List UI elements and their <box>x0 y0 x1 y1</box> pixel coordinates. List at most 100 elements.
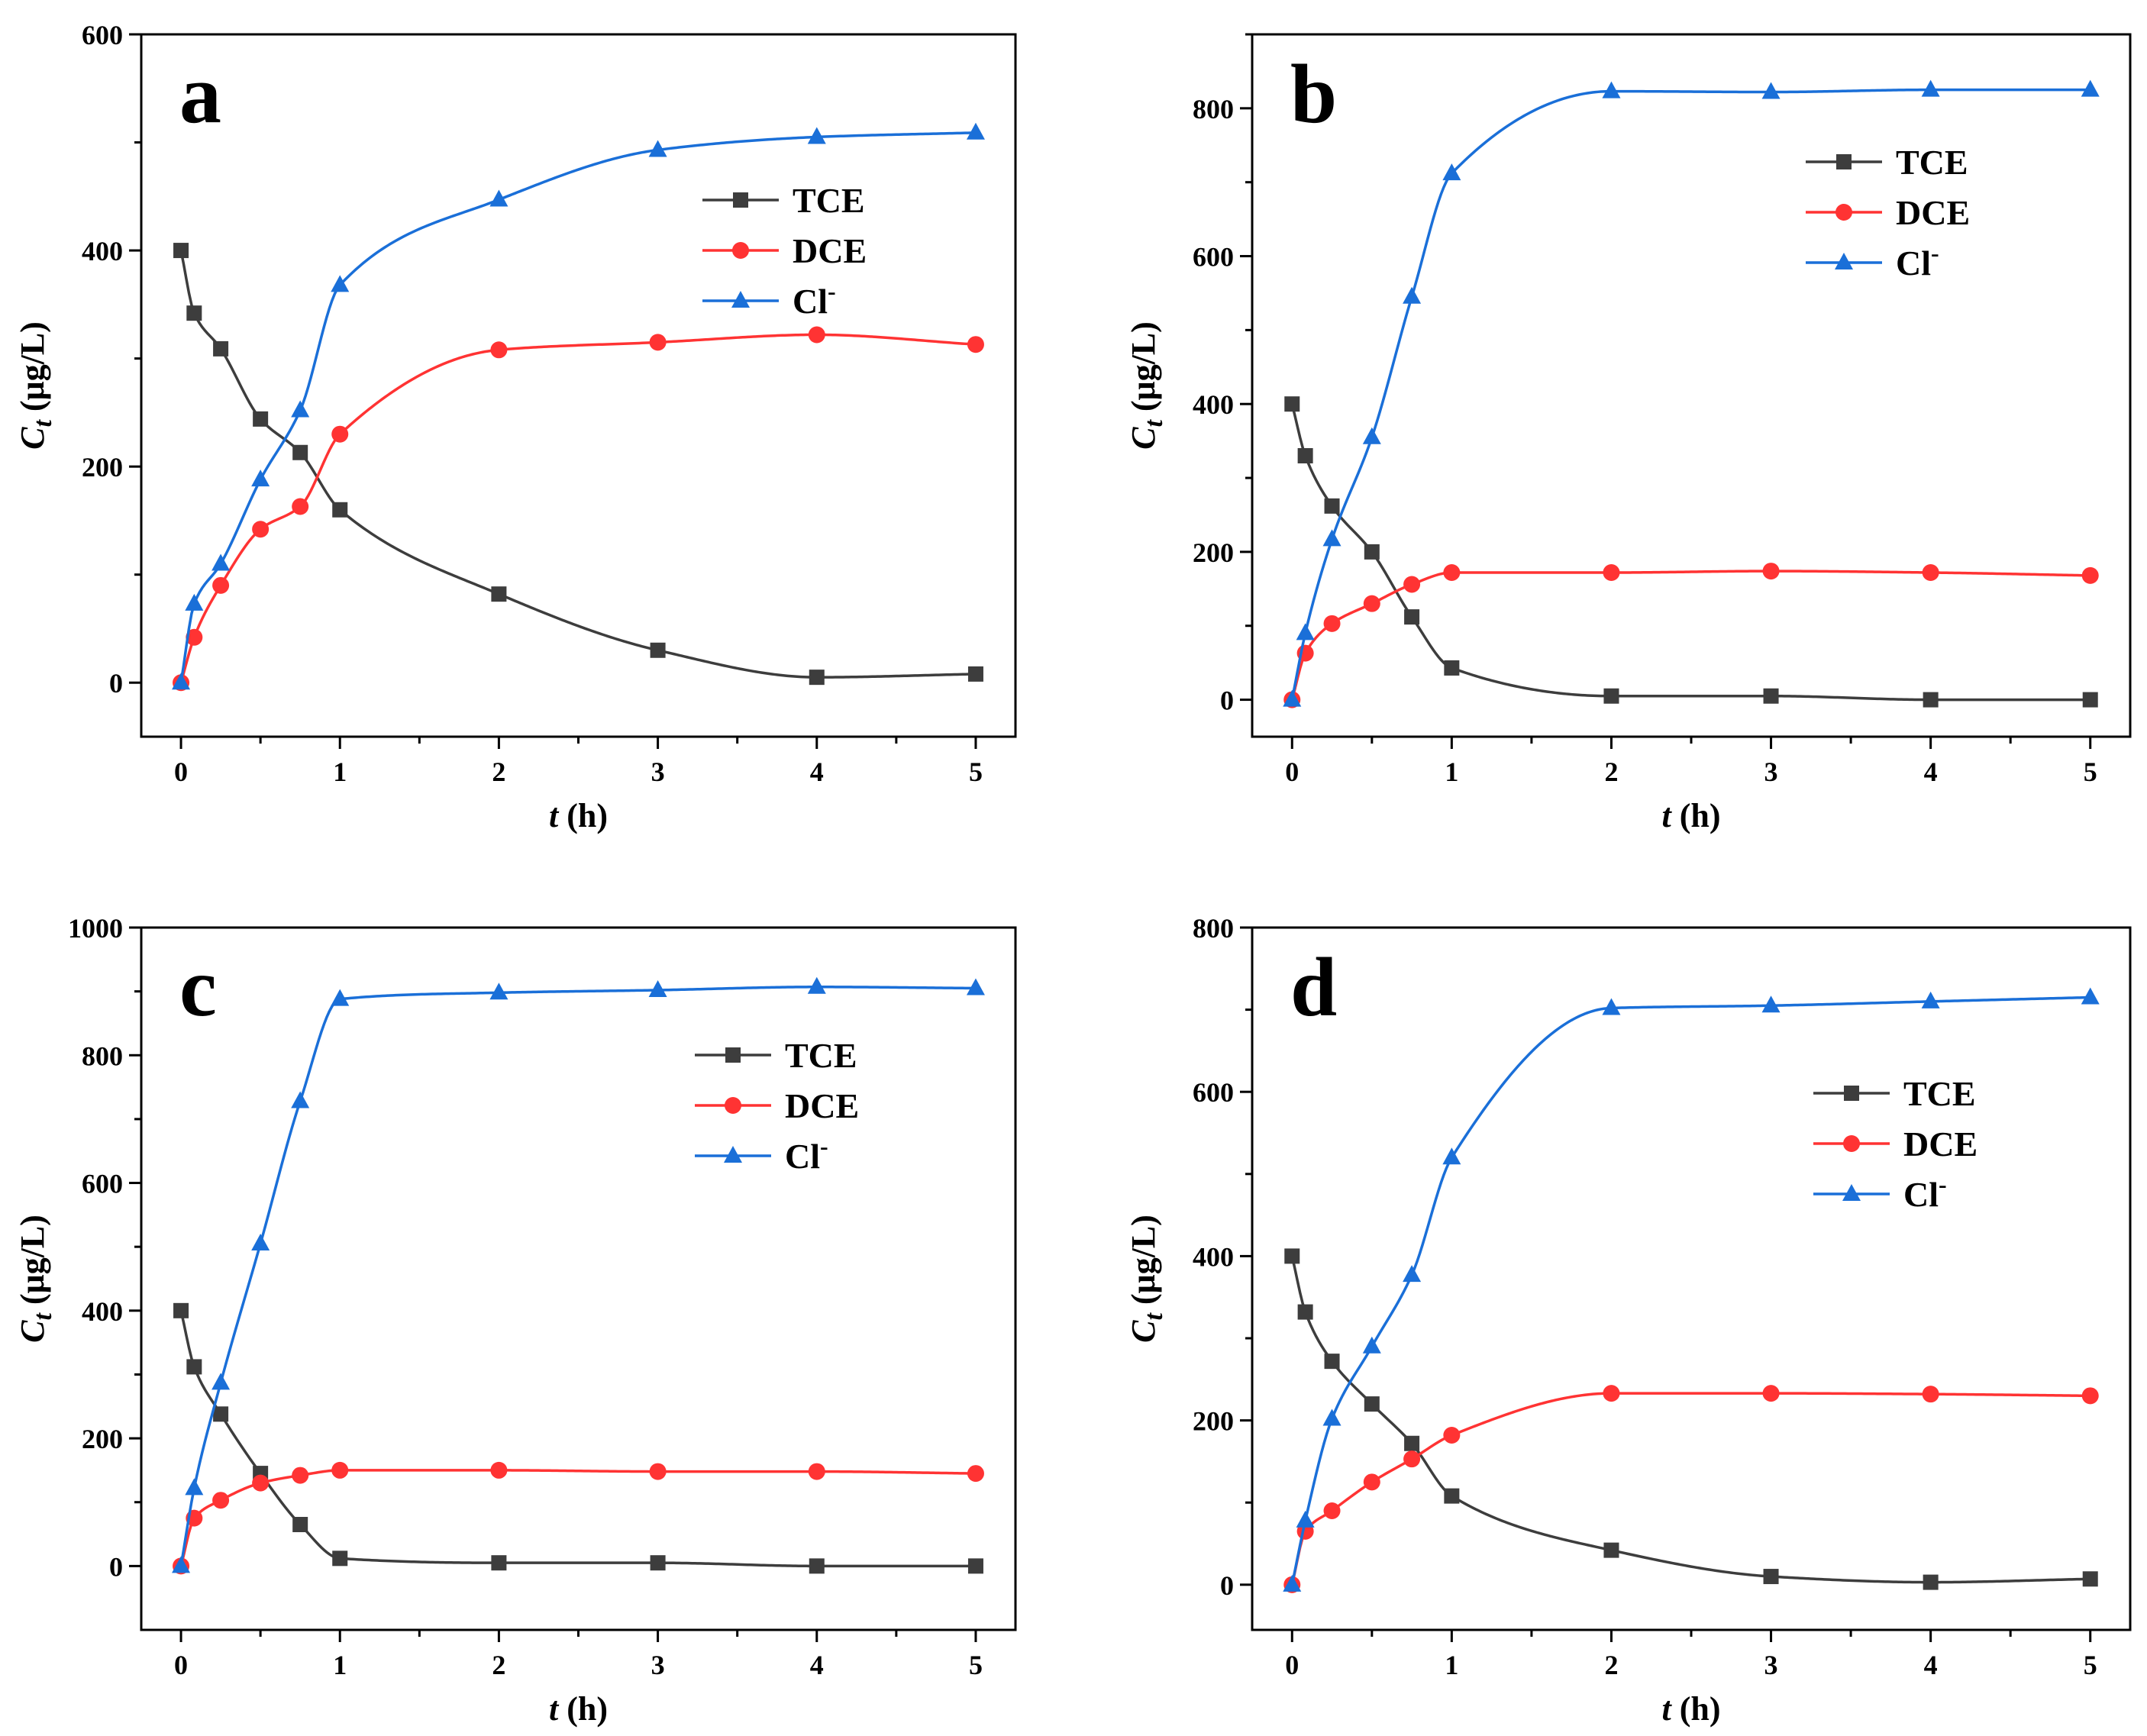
data-point-tce <box>1324 1354 1340 1370</box>
panel-letter: b <box>1290 47 1337 140</box>
y-axis-variable: C <box>14 427 51 450</box>
legend-label-dce: DCE <box>1896 193 1970 232</box>
data-point-dce <box>1363 1473 1380 1491</box>
x-tick-label: 4 <box>1924 757 1938 787</box>
legend-marker-cl <box>1842 1184 1861 1201</box>
data-point-tce <box>1763 1569 1779 1585</box>
x-tick-label: 5 <box>969 1650 983 1680</box>
data-point-tce <box>1444 1488 1460 1504</box>
y-tick-label: 400 <box>1193 389 1234 420</box>
data-point-dce <box>1603 564 1620 582</box>
y-axis-title: Ct (μg/L) <box>1125 321 1168 450</box>
x-axis-title: t (h) <box>1661 797 1720 834</box>
data-point-tce <box>650 642 666 658</box>
data-point-cl <box>1602 998 1621 1015</box>
data-point-cl <box>1761 82 1781 99</box>
data-point-dce <box>808 326 825 344</box>
y-tick-label: 800 <box>82 1041 123 1071</box>
data-point-tce <box>186 305 202 321</box>
data-point-cl <box>807 976 826 994</box>
legend-marker-cl <box>724 1146 742 1163</box>
x-axis-unit: (h) <box>558 1690 608 1728</box>
x-tick-label: 5 <box>2084 757 2097 787</box>
data-point-cl <box>331 275 350 292</box>
legend-label-superscript: - <box>820 1132 828 1160</box>
series-line-cl <box>1290 995 2090 1586</box>
data-point-tce <box>809 1558 825 1574</box>
y-axis-subscript: t <box>1140 418 1168 427</box>
x-tick-label: 0 <box>174 1650 188 1680</box>
data-point-dce <box>252 521 270 538</box>
data-point-dce <box>212 576 230 594</box>
data-point-tce <box>1297 1304 1313 1320</box>
data-point-tce <box>1324 498 1340 514</box>
data-point-dce <box>292 1467 309 1484</box>
data-point-tce <box>1763 688 1779 704</box>
data-point-cl <box>1761 995 1781 1013</box>
legend-marker-dce <box>725 1097 741 1114</box>
data-point-tce <box>213 1406 229 1422</box>
y-tick-label: 200 <box>1193 1406 1234 1437</box>
legend-label-tce: TCE <box>793 181 865 220</box>
data-point-dce <box>212 1492 230 1509</box>
legend-marker-tce <box>725 1047 741 1063</box>
data-point-cl <box>1322 529 1341 547</box>
data-point-dce <box>1323 615 1341 632</box>
data-point-cl <box>1921 79 1940 97</box>
y-tick-label: 600 <box>82 1169 123 1199</box>
data-point-cl <box>1362 427 1381 444</box>
data-point-tce <box>1284 1248 1300 1264</box>
x-axis-title: t (h) <box>549 797 608 834</box>
data-point-dce <box>1762 563 1780 580</box>
data-point-cl <box>1442 163 1461 181</box>
data-point-cl <box>1283 1574 1302 1592</box>
data-point-cl <box>211 553 231 571</box>
chart-panel-c: 0 1 2 3 4 5 0 200 400 600 800 1000 t (h) Ct (μg/L) c TC… <box>14 913 1017 1728</box>
y-axis-subscript: t <box>1140 1312 1168 1320</box>
data-point-dce <box>649 334 667 351</box>
data-point-cl <box>185 1478 204 1496</box>
data-point-tce <box>253 411 269 427</box>
data-point-tce <box>2082 1571 2098 1587</box>
data-point-dce <box>331 425 349 443</box>
y-axis-unit: (μg/L) <box>14 1215 51 1313</box>
data-point-dce <box>2081 1387 2099 1405</box>
panel-letter: d <box>1290 941 1337 1034</box>
data-point-tce <box>292 1517 308 1532</box>
series-line-dce <box>1290 570 2090 701</box>
data-point-dce <box>1603 1385 1620 1402</box>
y-axis-title: Ct (μg/L) <box>14 321 57 450</box>
y-axis-variable: C <box>1125 1320 1162 1343</box>
series-line-cl <box>179 986 976 1567</box>
y-tick-label: 400 <box>82 1296 123 1327</box>
data-point-cl <box>211 1373 231 1390</box>
y-tick-label: 0 <box>1220 686 1234 716</box>
legend-marker-tce <box>1844 1086 1859 1101</box>
legend-marker-dce <box>732 242 749 259</box>
y-tick-label: 600 <box>82 20 123 50</box>
data-point-dce <box>1403 1450 1421 1468</box>
chart-panel-d: 0 1 2 3 4 5 0 200 400 600 800 t (h) Ct (μg/L) d TCE DCE… <box>1125 913 2132 1728</box>
x-tick-label: 3 <box>651 757 665 787</box>
series-line-tce <box>179 1310 976 1568</box>
series-line-cl <box>179 131 976 683</box>
data-point-dce <box>331 1461 349 1479</box>
legend-marker-tce <box>733 192 748 208</box>
data-point-cl <box>2081 987 2100 1005</box>
y-tick-label: 0 <box>109 1551 123 1582</box>
data-point-dce <box>1443 1426 1461 1444</box>
x-tick-label: 0 <box>1285 757 1299 787</box>
x-tick-label: 4 <box>1924 1650 1938 1680</box>
y-tick-label: 200 <box>82 1424 123 1454</box>
y-tick-label: 200 <box>82 452 123 482</box>
data-point-cl <box>291 1091 310 1108</box>
x-axis-unit: (h) <box>1671 1690 1721 1728</box>
data-point-dce <box>1363 595 1380 612</box>
data-point-tce <box>491 586 507 602</box>
legend-label-superscript: - <box>1931 239 1939 266</box>
data-point-cl <box>1921 991 1940 1008</box>
x-tick-label: 3 <box>1764 757 1778 787</box>
